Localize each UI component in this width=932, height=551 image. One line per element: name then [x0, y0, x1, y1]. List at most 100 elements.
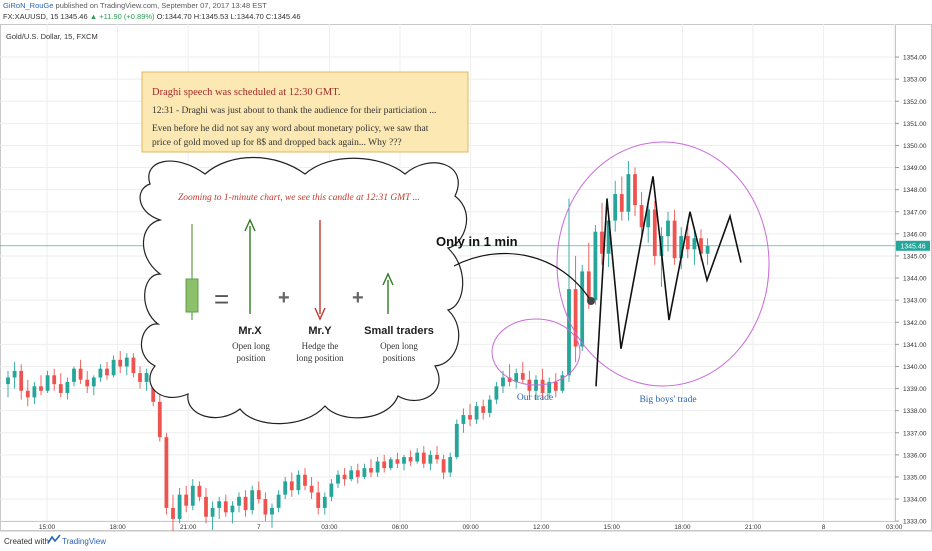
candle-body — [633, 174, 637, 206]
candle — [72, 366, 76, 387]
candle-body — [157, 401, 162, 438]
price-change: ▲ +11.90 (+0.89%) — [89, 12, 155, 21]
small-traders-desc-2: positions — [383, 353, 416, 363]
candle — [78, 359, 83, 385]
candle-body — [237, 496, 241, 506]
candle-body — [382, 461, 387, 469]
candle — [184, 485, 189, 513]
time-axis[interactable]: 15:00 18:00 21:00 7 03:00 06:00 09:00 12:00 15:0… — [39, 524, 932, 531]
candle-body — [586, 271, 591, 301]
candle — [428, 450, 433, 471]
author-link[interactable]: GiRoN_RouGe — [3, 1, 54, 10]
tradingview-link[interactable]: TradingView — [62, 537, 107, 546]
candle-body — [421, 452, 426, 464]
candle — [487, 395, 492, 418]
y-tick-label: 1338.00 — [903, 408, 927, 415]
big-boys-circle — [556, 141, 770, 387]
candle-body — [98, 368, 103, 378]
x-tick-label: 15:00 — [39, 524, 56, 531]
candle — [388, 457, 393, 471]
chart-title: Gold/U.S. Dollar, 15, FXCM — [6, 32, 98, 41]
candle-body — [454, 423, 459, 458]
candle-body — [600, 231, 604, 254]
candle — [276, 490, 281, 513]
candle-body — [573, 289, 578, 347]
y-tick-label: 1340.00 — [903, 364, 927, 371]
candle — [289, 472, 294, 497]
candle — [705, 238, 710, 265]
candle — [520, 362, 525, 385]
candle — [105, 362, 109, 380]
candle-body — [316, 492, 321, 508]
candle — [270, 503, 274, 528]
y-tick-label: 1346.00 — [903, 231, 927, 238]
x-tick-label: 18:00 — [674, 524, 691, 531]
candle — [144, 368, 149, 391]
candle — [45, 370, 50, 393]
y-tick-label: 1344.00 — [903, 276, 927, 283]
candle — [382, 454, 387, 473]
candle-body — [144, 373, 149, 382]
candle-body — [487, 399, 492, 413]
candle-body — [303, 474, 307, 486]
x-tick-label: 03:00 — [321, 524, 338, 531]
symbol-price: FX:XAUUSD, 15 1345.46 — [3, 12, 88, 21]
candle-body — [639, 205, 644, 228]
candle-body — [468, 415, 472, 420]
last-price-badge: 1345.46 — [896, 240, 930, 251]
candle — [652, 200, 657, 265]
candle-body — [593, 231, 598, 301]
candle-body — [679, 236, 684, 259]
cloud-title: Zooming to 1-minute chart, we see this c… — [178, 193, 420, 203]
candle — [553, 373, 558, 398]
candle — [441, 454, 446, 480]
candle — [481, 399, 486, 420]
candle-body — [580, 271, 585, 347]
price-axis[interactable]: 1332.001333.001334.001335.001336.001337.… — [895, 55, 927, 531]
mrx-desc-2: position — [236, 353, 266, 363]
candle-body — [705, 245, 710, 254]
mrx-label: Mr.X — [238, 325, 262, 337]
candle-body — [408, 457, 413, 462]
candle-body — [540, 379, 545, 393]
candle-body — [567, 289, 571, 376]
candle — [421, 446, 426, 469]
candle-body — [349, 470, 354, 480]
candle — [468, 404, 472, 427]
candle-body — [25, 390, 30, 398]
draghi-note: Draghi speech was scheduled at 12:30 GMT… — [141, 71, 469, 153]
mry-desc-1: Hedge the — [302, 341, 339, 351]
candle — [131, 353, 136, 378]
callout-curve — [453, 252, 592, 302]
candle — [177, 488, 182, 524]
candle-body — [474, 406, 479, 420]
candle — [263, 492, 268, 522]
candle — [369, 459, 373, 477]
price-chart[interactable]: Gold/U.S. Dollar, 15, FXCM 1332.001333.0… — [0, 24, 932, 531]
candle-body — [461, 415, 466, 424]
candle — [210, 501, 215, 530]
candle — [619, 176, 624, 221]
x-tick-label: 7 — [257, 524, 261, 531]
candle — [448, 452, 453, 477]
candle — [342, 468, 347, 486]
zigzag-line — [595, 176, 742, 387]
candle-body — [138, 373, 142, 382]
candle — [639, 191, 644, 237]
candle — [111, 355, 116, 378]
mry-down-arrow — [314, 307, 326, 321]
candle — [65, 377, 70, 400]
candle — [666, 211, 670, 252]
ohlc-values: O:1344.70 H:1345.53 L:1344.70 C:1345.46 — [156, 12, 301, 21]
candle — [230, 501, 235, 524]
candle-body — [184, 494, 189, 506]
candle-body — [699, 238, 703, 254]
candle — [32, 381, 37, 405]
candle — [540, 368, 545, 400]
small-traders-up-arrow — [382, 272, 394, 286]
candle — [474, 401, 479, 424]
candle-body — [666, 220, 670, 237]
candle — [329, 479, 334, 502]
candle — [237, 492, 241, 513]
y-tick-label: 1339.00 — [903, 386, 927, 393]
